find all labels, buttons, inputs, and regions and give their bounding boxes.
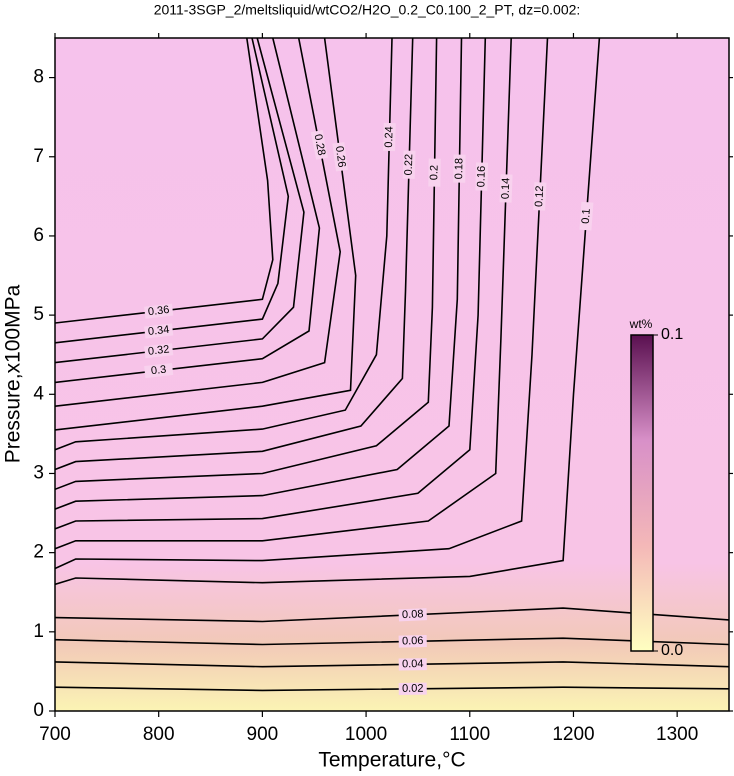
contour-label-group: 0.2: [428, 158, 441, 187]
y-tick-label: 7: [33, 146, 44, 167]
contour-label-bg: [310, 130, 328, 160]
contour-label: 0.2: [428, 165, 440, 180]
y-tick-label: 3: [33, 462, 44, 483]
contour-label-group: 0.06: [398, 635, 427, 648]
contour-label: 0.22: [403, 154, 416, 176]
contour-label-bg: [398, 658, 427, 671]
y-tick-label: 4: [33, 383, 44, 404]
contour-label-bg: [144, 323, 174, 339]
contour-label-group: 0.14: [499, 174, 513, 203]
contour-label-bg: [428, 158, 441, 187]
colorbar-fill: [630, 334, 654, 652]
contour-line: [55, 38, 549, 570]
contour-label-group: 0.36: [144, 303, 174, 319]
contour-line: [55, 38, 393, 451]
contour-label-group: 0.1: [579, 201, 594, 231]
contour-label-bg: [475, 162, 489, 191]
y-tick-label: 2: [33, 542, 44, 563]
y-tick-label: 6: [33, 225, 44, 246]
x-axis-label: Temperature,°C: [318, 749, 465, 772]
contour-label-bg: [144, 343, 174, 359]
contour-line: [55, 38, 357, 431]
contour-label: 0.32: [147, 343, 170, 357]
contour-label: 0.16: [475, 166, 488, 188]
x-tick-label: 1100: [449, 724, 490, 745]
contour-label-group: 0.02: [398, 682, 427, 695]
contour-label: 0.28: [312, 133, 328, 156]
contour-label-bg: [533, 182, 547, 211]
x-tick-label: 1000: [345, 724, 387, 745]
contour-line: [55, 38, 305, 364]
y-tick-label: 5: [33, 304, 44, 325]
contour-label-bg: [499, 174, 513, 203]
x-tick-label: 1300: [656, 724, 698, 745]
contour-label: 0.26: [333, 145, 348, 168]
contour-label-bg: [402, 150, 416, 179]
contour-label: 0.3: [150, 364, 167, 378]
colorbar: wt% 0.0 0.1: [629, 317, 684, 659]
contour-label-group: 0.28: [310, 130, 328, 160]
contour-label-group: 0.24: [383, 122, 396, 152]
contour-label-bg: [144, 303, 174, 319]
contour-line: [55, 38, 274, 324]
x-tick-label: 800: [143, 724, 175, 745]
contour-label-group: 0.08: [398, 608, 427, 622]
contour-label: 0.06: [402, 635, 424, 647]
contour-label-bg: [453, 154, 466, 183]
y-axis-label: Pressure,x100MPa: [2, 284, 25, 463]
contour-label-group: 0.32: [144, 343, 174, 359]
contour-label-group: 0.22: [402, 150, 416, 179]
contour-line: [55, 38, 601, 586]
contour-label-bg: [332, 142, 348, 172]
contour-line: [55, 38, 463, 510]
contour-label: 0.18: [453, 158, 465, 180]
contour-label-group: 0.26: [332, 142, 348, 172]
contour-label-bg: [383, 122, 396, 152]
contour-label: 0.02: [402, 683, 424, 695]
contour-label-group: 0.16: [475, 162, 489, 191]
contour-label-bg: [398, 608, 427, 622]
contour-label-bg: [398, 635, 427, 648]
chart-title: 2011-3SGP_2/meltsliquid/wtCO2/H2O_0.2_C0…: [154, 2, 581, 18]
contour-line: [55, 38, 512, 550]
contour-line: [55, 38, 414, 471]
contour-label-bg: [144, 362, 174, 379]
x-tick-label: 1200: [552, 724, 594, 745]
contour-line: [55, 38, 290, 344]
contour-label: 0.1: [580, 208, 593, 224]
contour-label-group: 0.34: [144, 323, 174, 339]
contour-label-bg: [579, 201, 594, 231]
contour-label-group: 0.3: [144, 362, 174, 379]
y-tick-label: 1: [33, 621, 44, 642]
plot-frame: [54, 37, 730, 712]
contour-label: 0.34: [147, 324, 170, 338]
contour-line: [55, 38, 438, 491]
contour-label: 0.08: [402, 608, 424, 621]
x-tick-label: 900: [247, 724, 279, 745]
y-tick-label: 0: [33, 700, 44, 721]
contour-label-bg: [398, 682, 427, 695]
contour-label: 0.24: [383, 126, 396, 148]
contour-label-group: 0.04: [398, 658, 427, 671]
contour-line: [55, 38, 321, 384]
colorbar-tick-label: 0.1: [661, 326, 683, 343]
contour-line: [55, 38, 342, 407]
contour-line: [55, 38, 487, 530]
y-tick-label: 8: [33, 67, 44, 88]
contour-label: 0.12: [533, 185, 546, 207]
contour-label-group: 0.12: [533, 182, 547, 211]
contour-label-group: 0.18: [453, 154, 466, 183]
contour-label: 0.04: [402, 658, 424, 670]
colorbar-title: wt%: [629, 317, 653, 331]
colorbar-tick-label: 0.0: [661, 642, 683, 659]
x-tick-label: 700: [39, 724, 71, 745]
contour-label: 0.14: [500, 178, 513, 200]
contour-label: 0.36: [147, 304, 170, 318]
